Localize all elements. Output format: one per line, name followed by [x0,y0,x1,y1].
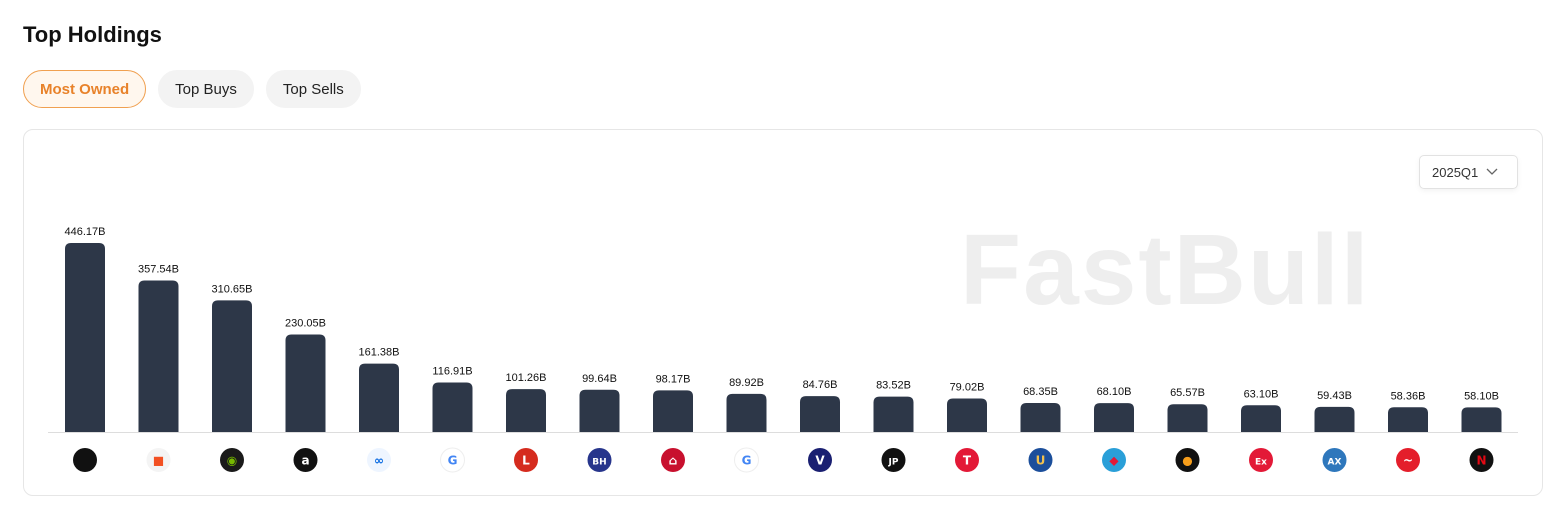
bar-value-label: 58.36B [1391,390,1426,402]
eli-lilly-logo-icon [514,448,538,472]
period-select[interactable]: 2025Q1 [1419,155,1518,189]
bar-value-label: 68.10B [1097,386,1132,398]
amazon-logo-icon-glyph: a [301,454,309,468]
tesla-logo-icon-glyph: T [963,454,972,468]
bar[interactable] [653,390,693,432]
bar[interactable] [800,396,840,432]
bar[interactable] [1314,406,1355,432]
bar[interactable] [1094,403,1134,432]
microsoft-logo-icon-glyph: ■ [153,454,164,468]
amex-logo-icon [1322,448,1347,472]
google-logo-icon [734,447,759,473]
bar[interactable] [65,243,105,432]
netflix-logo-icon [1469,448,1494,472]
nvidia-logo-icon [220,448,244,472]
bar-value-label: 59.43B [1317,390,1352,402]
exxon-logo-icon-glyph: Ex [1255,458,1267,468]
mastercard-logo-icon-glyph: ● [1182,454,1192,468]
tesla-logo-icon [955,448,979,472]
tab-most-owned[interactable]: Most Owned [23,70,147,108]
bar-value-label: 83.52B [876,380,911,392]
google-logo-icon-glyph: G [742,454,752,468]
bar-value-label: 79.02B [950,382,985,394]
bar-value-label: 116.91B [432,365,472,377]
bar-value-label: 161.38B [359,347,400,359]
bar-value-label: 357.54B [138,264,179,276]
tab-top-sells[interactable]: Top Sells [265,70,361,108]
bar-value-label: 65.57B [1170,387,1205,399]
bar-value-label: 310.65B [212,283,253,295]
chevron-down-icon [1486,168,1498,175]
bar[interactable] [359,363,399,432]
jpmorgan-logo-icon-glyph: JP [888,458,899,468]
bank-logo-icon-glyph: ◆ [1109,454,1119,468]
netflix-logo-icon-glyph: N [1476,454,1486,468]
bar[interactable] [1020,403,1061,432]
bank-logo-icon [1102,448,1126,472]
bar-value-label: 99.64B [582,373,617,385]
jpmorgan-logo-icon [881,448,906,472]
bar[interactable] [726,393,767,432]
bar[interactable] [1241,405,1281,432]
broadcom-logo-icon [661,448,685,472]
berkshire-logo-icon-glyph: BH [592,458,606,468]
bar[interactable] [1167,404,1208,432]
mastercard-logo-icon [1175,448,1200,472]
holdings-tabs: Most Owned Top Buys Top Sells [23,70,361,108]
unitedhealth-logo-icon [1028,448,1053,472]
bar[interactable] [873,396,914,432]
unitedhealth-logo-icon-glyph: U [1036,454,1046,468]
bar-value-label: 230.05B [285,318,326,330]
bar[interactable] [138,280,179,432]
coca-cola-logo-icon-glyph: ~ [1403,454,1413,468]
google-logo-icon-glyph: G [448,454,458,468]
bar-value-label: 89.92B [729,377,764,389]
bar[interactable] [506,389,546,432]
exxon-logo-icon [1249,448,1273,472]
amex-logo-icon-glyph: AX [1328,458,1342,468]
bar-value-label: 63.10B [1244,388,1279,400]
bar-value-label: 68.35B [1023,386,1058,398]
apple-logo-icon [73,448,97,472]
eli-lilly-logo-icon-glyph: L [522,454,530,468]
bar[interactable] [1461,407,1502,432]
bar-value-label: 58.10B [1464,390,1499,402]
microsoft-logo-icon [146,448,171,472]
coca-cola-logo-icon [1396,448,1420,472]
amazon-logo-icon [293,448,318,472]
page-title: Top Holdings [23,22,162,47]
bar-value-label: 98.17B [656,373,691,385]
bar[interactable] [947,398,987,432]
bar[interactable] [212,300,252,432]
google-logo-icon [440,447,465,473]
visa-logo-icon-glyph: V [815,454,825,468]
meta-logo-icon-glyph: ∞ [374,454,384,468]
bar-value-label: 84.76B [803,379,838,391]
berkshire-logo-icon [587,448,612,472]
chart-card [23,129,1543,496]
bar[interactable] [1388,407,1428,432]
meta-logo-icon [367,448,391,472]
visa-logo-icon [808,448,832,472]
period-select-value: 2025Q1 [1432,164,1479,180]
bar[interactable] [285,334,326,432]
bar-value-label: 446.17B [65,226,106,238]
bar[interactable] [579,389,620,432]
nvidia-logo-icon-glyph: ◉ [227,454,237,468]
bar-value-label: 101.26B [506,372,547,384]
tab-top-buys[interactable]: Top Buys [158,70,254,108]
bar[interactable] [432,382,473,432]
broadcom-logo-icon-glyph: ⌂ [669,454,678,468]
